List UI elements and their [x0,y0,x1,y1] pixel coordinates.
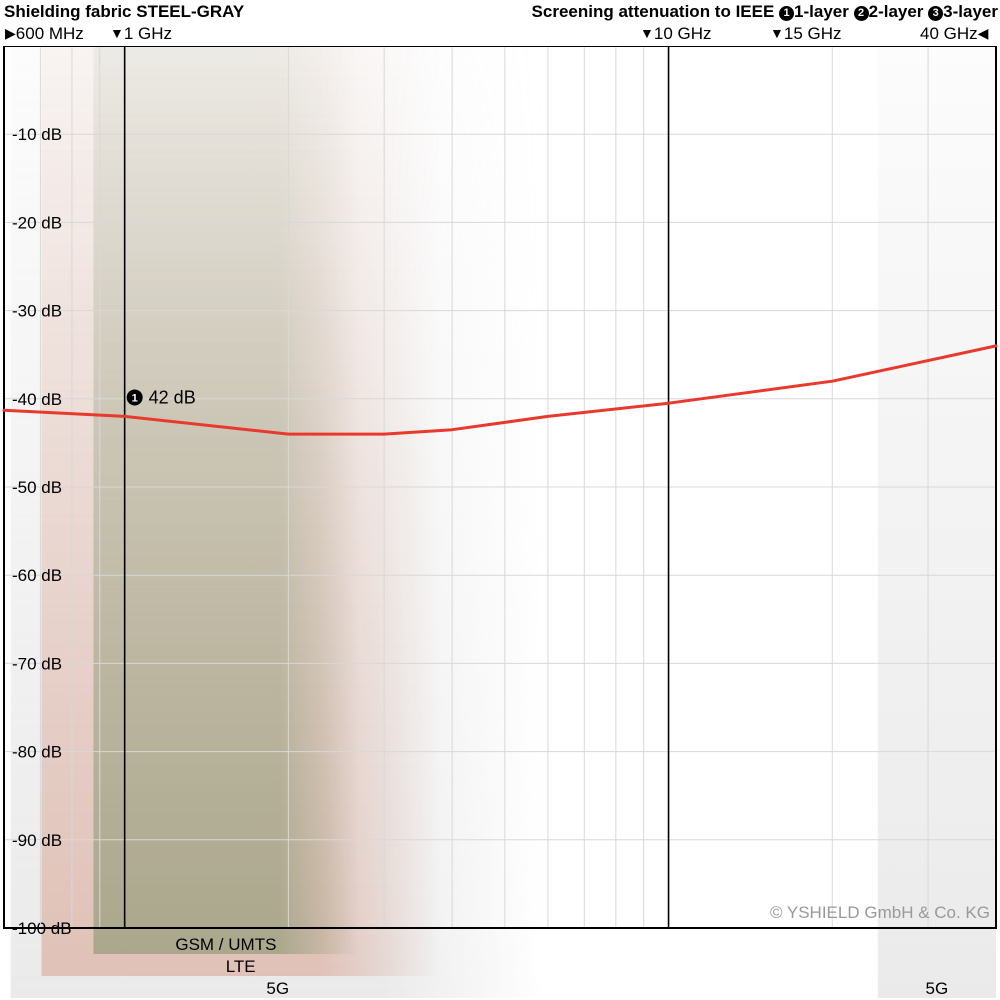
y-axis-label: -30 dB [12,302,62,321]
freq-marker: 40 GHz◀ [920,24,988,44]
legend-3-icon: 3 [928,6,943,21]
chart-area: 5G LTE GSM / UMTS 5G -10 dB -20 dB -30 dB -40 d… [0,46,1000,1000]
freq-marker: ▶600 MHz [5,24,84,44]
legend-2-icon: 2 [854,6,869,21]
legend-2-label: 2-layer [869,2,924,21]
legend-3-label: 3-layer [943,2,998,21]
svg-text:1: 1 [132,392,138,404]
legend-1: 11-layer [779,2,849,21]
band-label: LTE [226,957,256,976]
legend-2: 22-layer [854,2,924,21]
freq-marker: ▼15 GHz [770,24,842,44]
chart-header: Shielding fabric STEEL-GRAY Screening at… [0,0,1000,22]
y-axis-label: -70 dB [12,654,62,673]
chart-title-left: Shielding fabric STEEL-GRAY [4,2,244,22]
title-right-prefix: Screening attenuation to IEEE [532,2,775,21]
band-label: 5G [266,979,289,998]
legend-1-icon: 1 [779,6,794,21]
y-axis-label: -40 dB [12,390,62,409]
copyright-text: © YSHIELD GmbH & Co. KG [770,903,990,922]
y-axis-label: -90 dB [12,831,62,850]
data-label-text: 42 dB [149,387,196,407]
chart-title-right: Screening attenuation to IEEE 11-layer 2… [532,2,998,22]
y-axis-label: -10 dB [12,125,62,144]
y-axis-label: -20 dB [12,213,62,232]
legend-1-label: 1-layer [794,2,849,21]
freq-marker: ▼10 GHz [640,24,712,44]
y-axis-label: -50 dB [12,478,62,497]
attenuation-chart: 5G LTE GSM / UMTS 5G -10 dB -20 dB -30 dB -40 d… [0,46,1000,1000]
freq-marker: ▼1 GHz [110,24,172,44]
band-label: GSM / UMTS [175,935,276,954]
y-axis-label: -80 dB [12,743,62,762]
legend-3: 33-layer [928,2,998,21]
frequency-marker-row: ▶600 MHz ▼1 GHz ▼10 GHz ▼15 GHz 40 GHz◀ [0,22,1000,46]
band-label: 5G [926,979,949,998]
y-axis-label: -60 dB [12,566,62,585]
